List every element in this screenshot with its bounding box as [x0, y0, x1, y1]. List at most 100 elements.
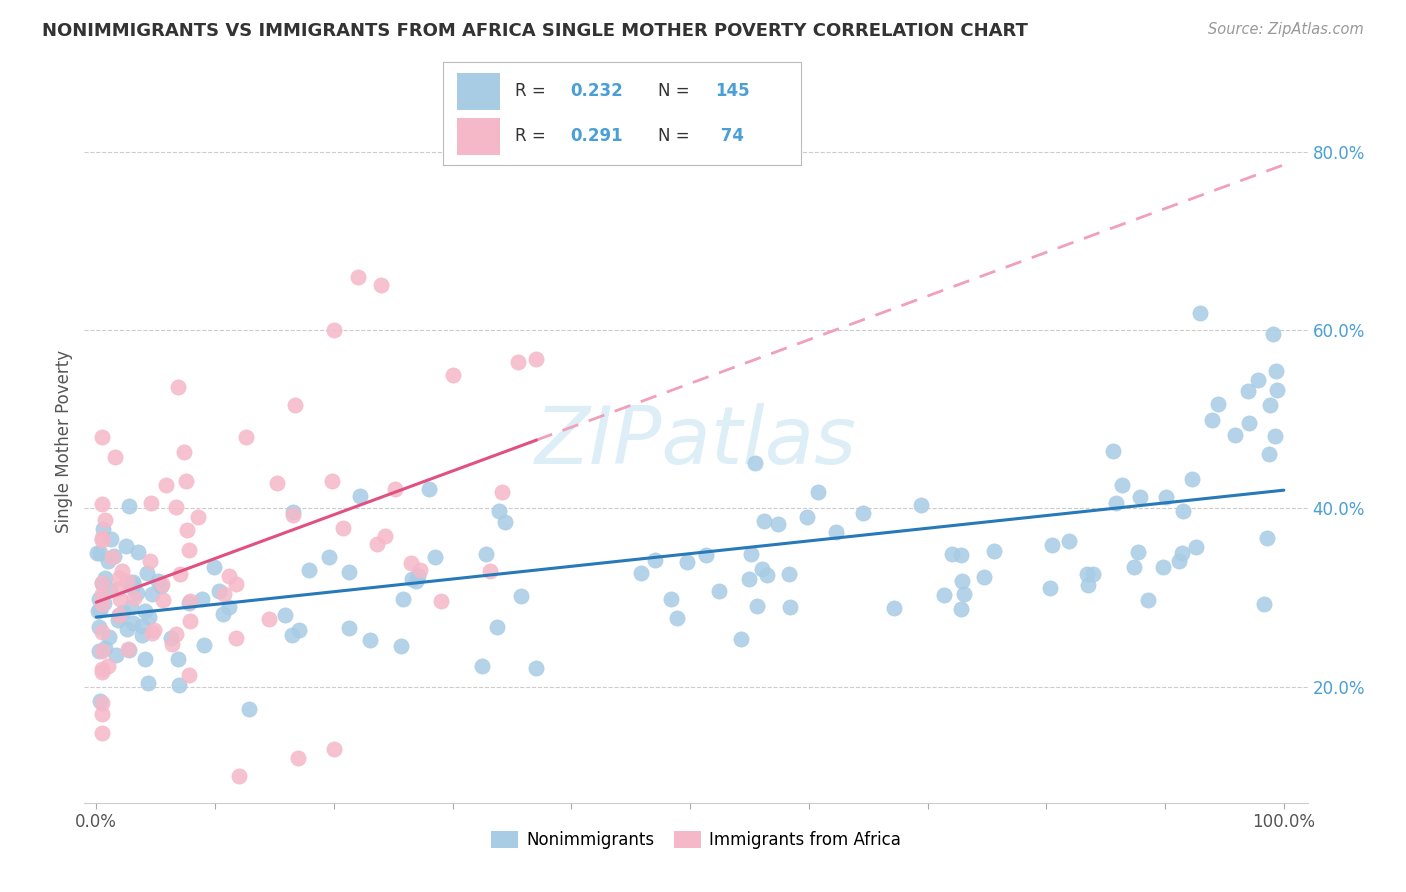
Point	[139, 554, 162, 568]
Point	[370, 278, 392, 293]
Point	[752, 514, 775, 528]
Point	[179, 594, 201, 608]
Point	[392, 592, 415, 607]
Point	[1237, 384, 1260, 399]
Point	[91, 576, 114, 591]
Point	[146, 574, 169, 589]
Point	[1137, 593, 1160, 607]
Point	[91, 662, 114, 676]
Point	[138, 610, 160, 624]
Point	[359, 633, 381, 648]
Point	[1258, 398, 1281, 412]
Point	[471, 659, 494, 673]
Legend: Nonimmigrants, Immigrants from Africa: Nonimmigrants, Immigrants from Africa	[484, 824, 908, 856]
Point	[281, 508, 304, 523]
Point	[740, 547, 762, 561]
Point	[1201, 413, 1223, 427]
Point	[332, 521, 354, 535]
Point	[235, 430, 257, 444]
Point	[778, 566, 800, 581]
Point	[257, 612, 280, 626]
Point	[176, 524, 198, 538]
Point	[94, 513, 117, 527]
Point	[318, 549, 340, 564]
Point	[1188, 305, 1211, 319]
Point	[1102, 443, 1125, 458]
Point	[425, 550, 447, 565]
Text: N =: N =	[658, 82, 695, 100]
Point	[91, 665, 114, 680]
Point	[973, 570, 995, 584]
Point	[941, 547, 963, 561]
Point	[91, 597, 114, 611]
Point	[1154, 491, 1177, 505]
Point	[751, 562, 773, 576]
Point	[107, 607, 129, 622]
Point	[120, 600, 142, 615]
Point	[115, 622, 138, 636]
Point	[401, 572, 423, 586]
Point	[509, 589, 531, 603]
Point	[177, 668, 200, 682]
Point	[430, 594, 453, 608]
Point	[1105, 496, 1128, 510]
Point	[174, 474, 197, 488]
Point	[491, 484, 513, 499]
Point	[1129, 490, 1152, 504]
Point	[494, 515, 516, 529]
Point	[287, 751, 309, 765]
Point	[1261, 327, 1284, 342]
Point	[89, 545, 111, 559]
Point	[86, 546, 108, 560]
Text: ZIPatlas: ZIPatlas	[534, 402, 858, 481]
Point	[1256, 531, 1278, 545]
Point	[1173, 504, 1195, 518]
Point	[1185, 540, 1208, 554]
Point	[160, 637, 183, 651]
Point	[167, 652, 190, 666]
Point	[1040, 538, 1063, 552]
Point	[883, 600, 905, 615]
Point	[1167, 554, 1189, 568]
Point	[384, 483, 406, 497]
Point	[1257, 447, 1279, 461]
Point	[952, 587, 974, 601]
Point	[1081, 566, 1104, 581]
Point	[87, 643, 110, 657]
Point	[949, 548, 972, 562]
Point	[1223, 427, 1246, 442]
Point	[93, 522, 115, 536]
Point	[796, 510, 818, 524]
Point	[134, 652, 156, 666]
Point	[225, 576, 247, 591]
Point	[208, 584, 231, 599]
Point	[91, 644, 114, 658]
Point	[1152, 560, 1174, 574]
Point	[281, 505, 304, 519]
Point	[322, 742, 344, 756]
Point	[1123, 560, 1146, 574]
Point	[103, 549, 125, 564]
Point	[150, 576, 173, 591]
Point	[745, 599, 768, 613]
Point	[337, 565, 360, 579]
Point	[321, 474, 343, 488]
Point	[179, 614, 201, 628]
Point	[152, 593, 174, 607]
Point	[676, 555, 699, 569]
Point	[1111, 478, 1133, 492]
Bar	[457, 73, 501, 110]
Point	[131, 628, 153, 642]
Point	[474, 547, 496, 561]
Point	[346, 269, 368, 284]
Point	[934, 588, 956, 602]
Point	[141, 587, 163, 601]
Point	[211, 607, 233, 621]
Text: N =: N =	[658, 128, 695, 145]
Point	[744, 456, 766, 470]
Point	[1206, 397, 1229, 411]
Point	[118, 499, 141, 513]
Point	[1170, 546, 1192, 560]
Point	[165, 500, 187, 514]
Text: 145: 145	[716, 82, 749, 100]
